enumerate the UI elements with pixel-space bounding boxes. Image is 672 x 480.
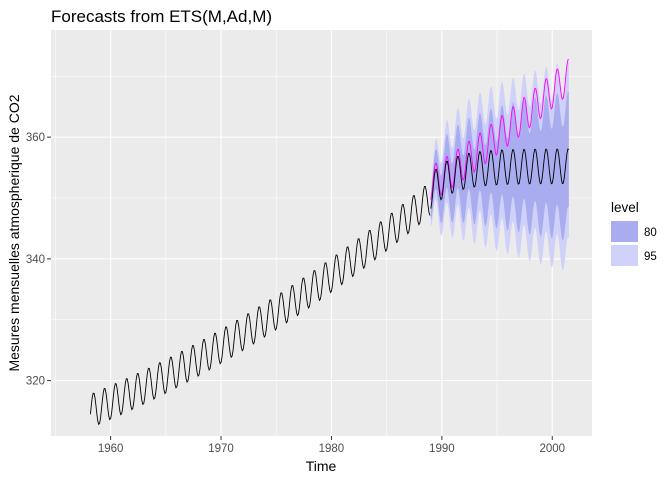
historical-line [89,185,431,426]
y-tick-label: 340 [26,254,45,266]
y-tick-label: 360 [26,132,45,144]
legend: level 80 95 [611,200,657,266]
y-tick-label: 320 [26,376,45,388]
forecast-line [430,148,570,209]
x-tick-label: 2000 [539,443,565,455]
x-tick-label: 1980 [319,443,345,455]
x-tick-label: 1960 [98,443,124,455]
legend-swatch-80 [611,221,638,242]
series-lines [89,59,570,426]
x-tick-label: 1970 [208,443,234,455]
grid-lines [51,30,592,436]
actual-line [430,59,569,200]
x-axis-title: Time [306,458,337,474]
legend-label-80: 80 [644,227,657,239]
legend-title: level [611,200,639,215]
x-tick-label: 1990 [429,443,455,455]
legend-label-95: 95 [644,251,657,263]
axes: 1960 1970 1980 1990 2000 320 340 360 [26,132,565,455]
y-axis-title: Mesures mensuelles atmospherique de CO2 [6,94,22,371]
chart-title: Forecasts from ETS(M,Ad,M) [51,7,272,26]
legend-swatch-95 [611,245,638,266]
